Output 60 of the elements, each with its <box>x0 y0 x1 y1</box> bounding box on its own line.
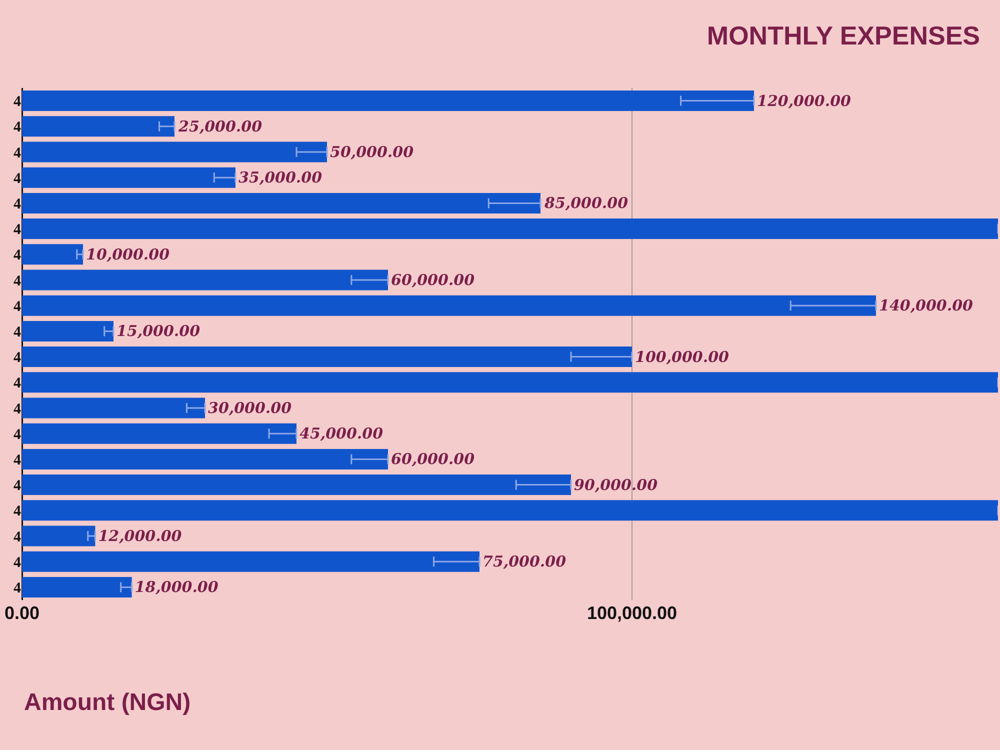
bar <box>22 90 754 112</box>
data-label: 60,000.00 <box>391 450 476 468</box>
x-axis-title: Amount (NGN) <box>24 689 191 716</box>
bar <box>22 551 480 572</box>
data-label: 25,000.00 <box>178 117 263 136</box>
bar <box>22 270 388 290</box>
y-tick-label: 4 <box>14 273 22 290</box>
bar <box>22 448 388 470</box>
data-label: 18,000.00 <box>134 578 219 596</box>
y-tick-label: 4 <box>14 350 22 366</box>
bar <box>22 526 96 546</box>
y-tick-label: 4 <box>14 376 22 392</box>
data-label: 50,000.00 <box>330 143 414 161</box>
y-tick-label: 4 <box>14 401 22 418</box>
bar <box>22 116 174 137</box>
bar <box>22 244 83 265</box>
bar <box>22 576 132 598</box>
y-tick-label: 4 <box>14 120 22 136</box>
y-tick-label: 4 <box>14 94 22 110</box>
y-tick-label: 4 <box>14 248 22 264</box>
y-tick-label: 4 <box>14 452 22 468</box>
data-label: 120,000.00 <box>757 92 852 110</box>
data-label: 45,000.00 <box>300 424 384 443</box>
y-tick-label: 4 <box>14 580 22 596</box>
data-label: 100,000.00 <box>635 348 730 366</box>
data-label: 15,000.00 <box>116 322 201 340</box>
data-label: 85,000.00 <box>544 194 629 212</box>
y-tick-label: 4 <box>14 504 22 520</box>
data-label: 12,000.00 <box>98 527 182 545</box>
data-label: 90,000.00 <box>574 476 658 494</box>
y-tick-label: 4 <box>14 324 22 340</box>
y-tick-label: 4 <box>14 529 22 546</box>
bar <box>22 218 998 240</box>
bar <box>22 474 571 496</box>
y-tick-label: 4 <box>14 554 22 571</box>
bar <box>22 423 296 444</box>
data-label: 35,000.00 <box>238 168 323 187</box>
y-tick-label: 4 <box>14 478 22 494</box>
bar <box>22 142 327 162</box>
y-tick-label: 4 <box>14 170 22 187</box>
y-tick-label: 4 <box>14 298 22 315</box>
bar <box>22 346 632 368</box>
y-tick-label: 4 <box>14 426 22 443</box>
data-label: 60,000.00 <box>391 271 476 289</box>
data-label: 10,000.00 <box>86 245 170 264</box>
chart-title: MONTHLY EXPENSES <box>706 20 980 50</box>
data-label: 140,000.00 <box>879 296 974 315</box>
y-tick-label: 4 <box>14 196 22 212</box>
bar <box>22 320 114 342</box>
bar <box>22 500 998 521</box>
bar <box>22 167 236 188</box>
data-label: 30,000.00 <box>208 399 292 417</box>
bar <box>22 192 540 214</box>
data-label: 75,000.00 <box>482 552 567 571</box>
y-tick-label: 4 <box>14 222 22 238</box>
y-tick-label: 4 <box>14 145 22 162</box>
bar <box>22 372 998 393</box>
x-tick-label: 0.00 <box>4 603 40 623</box>
bar <box>22 295 876 316</box>
bar <box>22 398 205 418</box>
